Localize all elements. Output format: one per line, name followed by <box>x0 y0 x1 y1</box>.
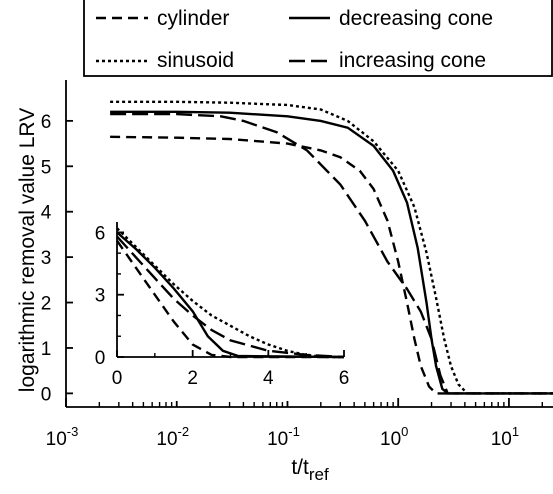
x-tick-label: 101 <box>491 424 519 450</box>
inset-x-tick-label: 0 <box>112 368 123 389</box>
legend-label-cylinder: cylinder <box>157 7 229 30</box>
series-line-increasing-cone <box>110 112 553 395</box>
inset-series-line-increasing-cone <box>116 235 345 359</box>
inset-y-tick-label: 0 <box>95 348 106 369</box>
x-tick-label: 10-1 <box>267 424 300 450</box>
series-line-cylinder <box>110 135 553 395</box>
legend-label-decreasing-cone: decreasing cone <box>339 7 493 30</box>
x-tick-label: 10-2 <box>156 424 189 450</box>
inset-background <box>83 216 358 401</box>
x-axis-title: t/tref <box>291 456 329 484</box>
y-tick-label: 3 <box>41 248 52 269</box>
inset-y-tick-label: 3 <box>95 286 106 307</box>
inset-series-line-cylinder <box>116 240 344 359</box>
inset-y-tick-label: 6 <box>95 223 106 244</box>
y-tick-label: 5 <box>41 157 52 178</box>
y-tick-label: 4 <box>41 203 52 224</box>
x-tick-label: 100 <box>380 424 408 450</box>
inset-x-tick-label: 6 <box>339 368 350 389</box>
x-axis-title-main: t/t <box>291 456 309 479</box>
x-tick-label: 10-3 <box>46 424 79 450</box>
inset-series-line-decreasing-cone <box>116 231 345 359</box>
inset-x-tick-label: 2 <box>187 368 198 389</box>
legend-box <box>83 0 553 77</box>
x-axis-title-sub: ref <box>309 465 329 484</box>
y-tick-label: 2 <box>41 294 52 315</box>
inset-series-line-sinusoid <box>116 227 344 359</box>
y-tick-label: 6 <box>41 112 52 133</box>
y-tick-label: 0 <box>41 384 52 405</box>
y-axis-title: logarithmic removal value LRV <box>16 108 39 392</box>
legend-label-increasing-cone: increasing cone <box>339 49 486 72</box>
y-tick-label: 1 <box>41 339 52 360</box>
legend: cylinder decreasing cone sinusoid increa… <box>83 0 553 77</box>
series-line-decreasing-cone <box>110 110 553 395</box>
inset-chart: 0 3 6 0 2 4 6 <box>83 216 358 401</box>
inset-x-tick-label: 4 <box>263 368 274 389</box>
main-axes: 0 1 2 3 4 5 6 10-3 10-2 10-1 100 101 <box>41 80 553 450</box>
series-line-sinusoid <box>110 100 553 395</box>
main-plot-area <box>110 100 553 395</box>
legend-label-sinusoid: sinusoid <box>157 49 234 72</box>
